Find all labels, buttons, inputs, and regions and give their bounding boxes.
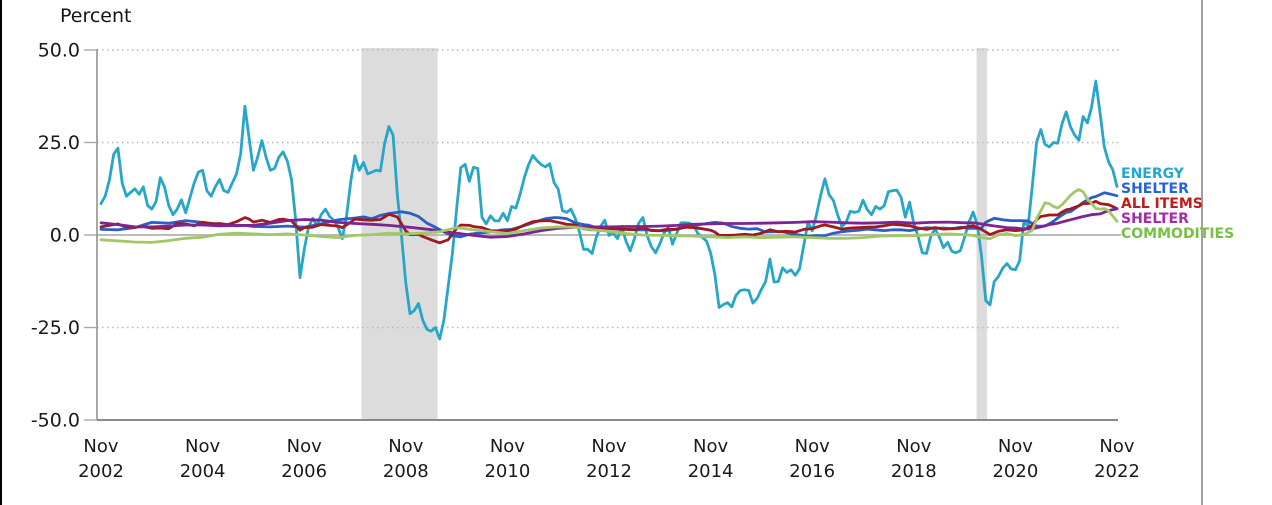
vertical-divider xyxy=(1201,0,1203,505)
x-axis-month-label: Nov xyxy=(83,436,118,457)
x-axis-year-label: 2008 xyxy=(383,461,429,482)
y-axis-tick-label: -50.0 xyxy=(31,410,80,432)
y-axis-tick-label: 0.0 xyxy=(50,225,80,247)
x-axis-year-label: 2002 xyxy=(78,461,124,482)
x-axis-month-label: Nov xyxy=(388,436,423,457)
y-axis-tick-label: 50.0 xyxy=(38,40,80,62)
x-axis-year-label: 2016 xyxy=(789,461,835,482)
series-lines xyxy=(99,79,1119,341)
y-axis-tick-label: -25.0 xyxy=(31,317,80,339)
series-line-energy xyxy=(99,79,1119,341)
x-axis-year-label: 2006 xyxy=(281,461,327,482)
x-axis-month-label: Nov xyxy=(795,436,830,457)
x-axis-year-label: 2004 xyxy=(180,461,226,482)
x-axis-month-label: Nov xyxy=(591,436,626,457)
x-axis-month-label: Nov xyxy=(185,436,220,457)
x-axis-year-label: 2018 xyxy=(891,461,937,482)
recession-band xyxy=(976,48,988,420)
window-left-edge xyxy=(0,0,2,505)
x-axis-month-label: Nov xyxy=(490,436,525,457)
x-axis-year-label: 2022 xyxy=(1094,461,1140,482)
legend-label-commodities: COMMODITIES xyxy=(1121,226,1234,242)
series-line-commodities xyxy=(99,188,1119,244)
x-axis-month-label: Nov xyxy=(287,436,322,457)
x-axis-year-label: 2012 xyxy=(586,461,632,482)
x-axis-month-label: Nov xyxy=(1099,436,1134,457)
x-axis-year-label: 2010 xyxy=(484,461,530,482)
x-axis-month-label: Nov xyxy=(693,436,728,457)
legend-label-energy: ENERGY xyxy=(1121,166,1185,182)
x-axis-year-label: 2020 xyxy=(992,461,1038,482)
legend-label-shelter-2: SHELTER xyxy=(1121,211,1189,227)
legend-label-shelter-1: SHELTER xyxy=(1121,181,1189,197)
gridlines xyxy=(97,49,1121,329)
x-axis-month-label: Nov xyxy=(896,436,931,457)
y-axis-unit-label: Percent xyxy=(60,5,132,27)
y-axis-tick-label: 25.0 xyxy=(38,132,80,154)
series-line-shelter-2 xyxy=(99,207,1119,239)
series-line-all-items xyxy=(99,199,1119,245)
legend-label-all-items: ALL ITEMS xyxy=(1121,196,1203,212)
x-axis-year-label: 2014 xyxy=(688,461,734,482)
y-axis: 50.0 25.0 0.0 -25.0 -50.0 xyxy=(31,40,1118,432)
x-axis-month-label: Nov xyxy=(998,436,1033,457)
x-axis-labels: Nov 2002 Nov 2004 Nov 2006 Nov 2008 Nov 2010 Nov 20… xyxy=(78,436,1140,482)
